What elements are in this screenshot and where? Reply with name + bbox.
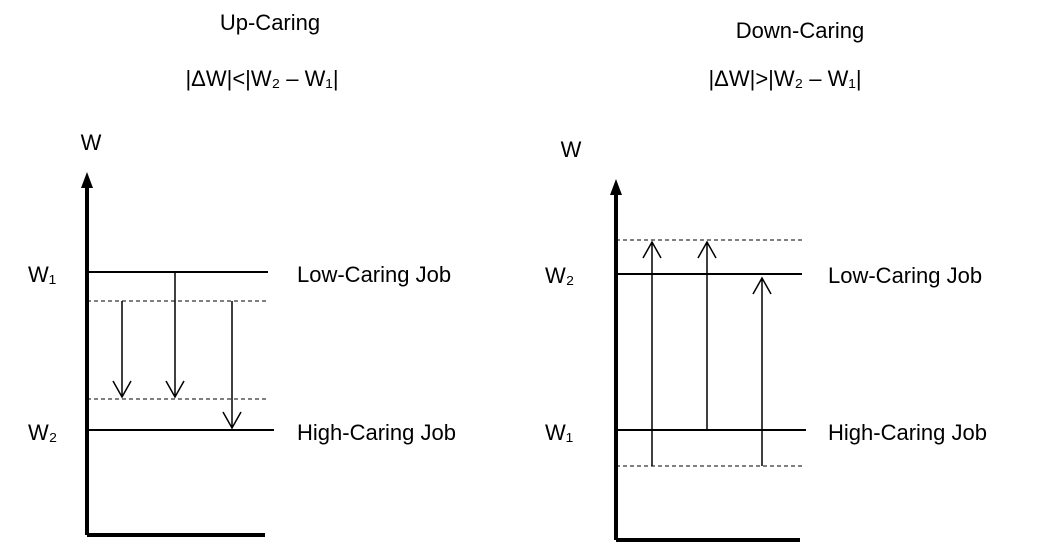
arrow — [697, 240, 717, 430]
arrow — [165, 272, 185, 399]
arrow — [752, 276, 772, 466]
job-label: Low-Caring Job — [828, 263, 982, 288]
arrow — [222, 301, 242, 430]
formula: |ΔW|<|W₂ – W₁| — [185, 66, 338, 91]
level-label: W₂ — [28, 420, 57, 445]
job-label: Low-Caring Job — [297, 262, 451, 287]
axes — [614, 192, 800, 542]
arrow — [642, 240, 662, 466]
axes — [85, 185, 265, 537]
level-label: W₁ — [545, 420, 573, 445]
axis-label: W — [81, 130, 102, 155]
job-label: High-Caring Job — [297, 420, 456, 445]
axis-arrowhead — [81, 172, 93, 188]
level-label: W₂ — [545, 263, 574, 288]
job-label: High-Caring Job — [828, 420, 987, 445]
panel-title: Down-Caring — [736, 18, 864, 43]
axis-label: W — [561, 137, 582, 162]
level-label: W₁ — [28, 262, 56, 287]
up-caring-panel: Up-Caring |ΔW|<|W₂ – W₁| W W₁ W₂ Low-Car… — [28, 10, 456, 537]
down-caring-panel: Down-Caring |ΔW|>|W₂ – W₁| W W₂ W₁ Low-C… — [545, 18, 987, 542]
axis-arrowhead — [610, 179, 622, 195]
arrow — [112, 301, 132, 399]
formula: |ΔW|>|W₂ – W₁| — [708, 66, 861, 91]
panel-title: Up-Caring — [220, 10, 320, 35]
